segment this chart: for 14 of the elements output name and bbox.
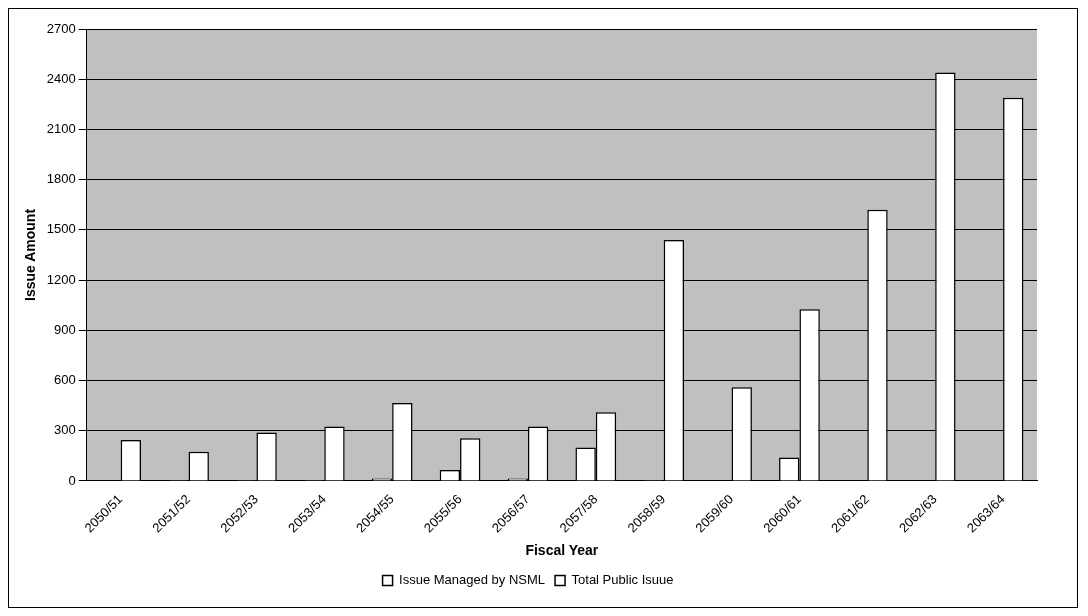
y-tick-label: 600: [54, 372, 76, 388]
y-tick-label: 900: [54, 321, 76, 337]
y-tick-label: 2400: [46, 70, 76, 86]
y-axis-title: Issue Amount: [22, 208, 39, 301]
y-tick-label: 2700: [46, 20, 76, 36]
y-tick-label: 2100: [46, 121, 76, 137]
legend-label: Issue Managed by NSML: [399, 572, 546, 588]
legend-label: Total Public Isuue: [571, 572, 674, 588]
y-tick-label: 0: [68, 472, 76, 488]
x-axis-title: Fiscal Year: [525, 542, 599, 559]
y-tick-label: 300: [54, 422, 76, 438]
y-tick-label: 1800: [46, 171, 76, 187]
y-tick-label: 1500: [46, 221, 76, 237]
y-tick-label: 1200: [46, 271, 76, 287]
